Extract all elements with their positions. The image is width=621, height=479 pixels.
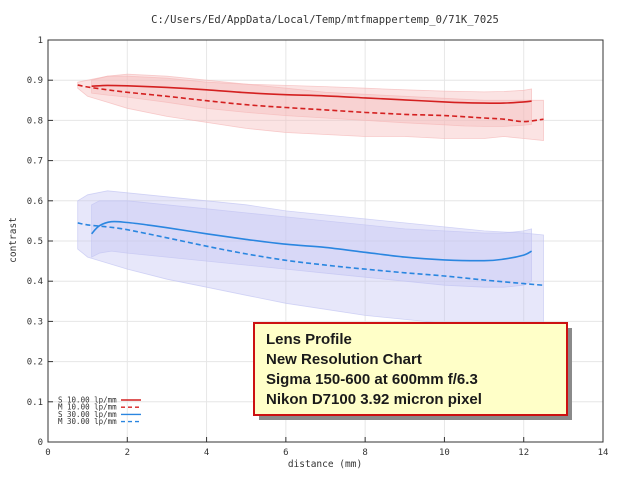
y-tick-label-10: 1: [38, 36, 43, 46]
x-tick-label-0: 0: [45, 448, 50, 458]
x-tick-label-7: 14: [598, 448, 609, 458]
x-tick-label-2: 4: [204, 448, 209, 458]
series-line-2: [90, 220, 532, 262]
y-axis-label: contrast: [8, 217, 19, 263]
y-tick-label-0: 0: [38, 438, 43, 448]
series-line-0: [91, 84, 532, 105]
x-tick-label-1: 2: [125, 448, 130, 458]
legend-label-2: S 30.00 lp/mm: [58, 410, 117, 419]
y-tick-label-9: 0.9: [27, 76, 43, 86]
confidence-bands: [77, 73, 544, 332]
y-tick-label-5: 0.5: [27, 237, 43, 247]
series-lines: [77, 84, 544, 286]
tick-labels: 0 2 4 6 8 10 12 14 0 0.1 0.2 0.3 0.4 0.5 0.6 0.7 0.8 0.9 1: [27, 36, 609, 458]
series-line-3: [77, 222, 544, 286]
annotation-line-3: Sigma 150-600 at 600mm f/6.3: [266, 371, 478, 388]
legend: S 10.00 lp/mmM 10.00 lp/mmS 30.00 lp/mmM…: [58, 396, 141, 426]
y-tick-label-1: 0.1: [27, 398, 43, 408]
x-axis-label: distance (mm): [288, 459, 362, 470]
y-tick-label-4: 0.4: [27, 277, 43, 287]
legend-label-3: M 30.00 lp/mm: [58, 417, 117, 426]
y-tick-label-3: 0.3: [27, 317, 43, 327]
y-tick-label-7: 0.7: [27, 157, 43, 167]
legend-label-0: S 10.00 lp/mm: [58, 396, 117, 405]
x-tick-label-3: 6: [283, 448, 288, 458]
y-tick-label-8: 0.8: [27, 116, 43, 126]
x-tick-label-5: 10: [439, 448, 450, 458]
annotation-background: [253, 322, 568, 416]
band-2: [91, 200, 532, 288]
axes: [47, 39, 604, 443]
series-line-1: [77, 84, 544, 123]
band-1: [77, 73, 544, 141]
legend-label-1: M 10.00 lp/mm: [58, 403, 117, 412]
annotation-line-4: Nikon D7100 3.92 micron pixel: [266, 391, 482, 408]
annotation-line-2: New Resolution Chart: [266, 351, 422, 368]
chart-title: C:/Users/Ed/AppData/Local/Temp/mtfmapper…: [151, 14, 499, 26]
annotation-box: Lens Profile New Resolution Chart Sigma …: [253, 322, 572, 420]
x-tick-label-6: 12: [518, 448, 529, 458]
y-tick-label-6: 0.6: [27, 197, 43, 207]
y-tick-label-2: 0.2: [27, 358, 43, 368]
annotation-line-1: Lens Profile: [266, 331, 352, 348]
x-tick-label-4: 8: [362, 448, 367, 458]
